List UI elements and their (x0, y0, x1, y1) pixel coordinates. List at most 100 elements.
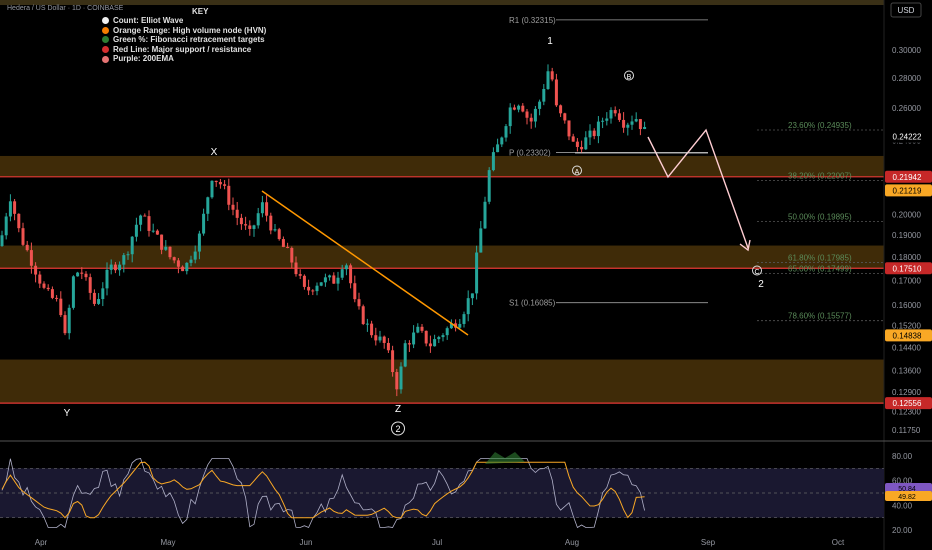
time-axis-label: May (160, 538, 175, 547)
candle-body (428, 343, 432, 347)
candle-body (403, 343, 407, 367)
legend-item: Count: Elliot Wave (102, 16, 266, 26)
candle-body (206, 197, 210, 214)
hvn-zone (0, 245, 884, 269)
rsi-badge-label: 49.82 (898, 494, 916, 501)
fib-level-label: 50.00% (0.19895) (788, 213, 852, 222)
candle-body (160, 234, 164, 250)
candle-body (601, 120, 605, 122)
candle-body (470, 293, 474, 299)
candle-body (298, 274, 302, 276)
price-tick-label: 0.19000 (892, 231, 921, 240)
candle-body (307, 286, 311, 291)
candle-body (223, 184, 227, 186)
candle-body (134, 224, 138, 237)
candle-body (424, 330, 428, 344)
wave-circle-icon (391, 421, 405, 436)
price-tick-label: 0.20000 (892, 210, 921, 219)
wave-label: Y (64, 408, 71, 419)
candle-body (273, 229, 277, 231)
candle-body (189, 259, 193, 263)
rsi-band (0, 468, 884, 518)
candle-body (613, 110, 617, 114)
price-badge (885, 397, 932, 410)
candle-body (13, 201, 17, 214)
candle-body (277, 229, 281, 240)
candle-body (550, 71, 554, 80)
candle-body (265, 202, 269, 216)
candle-body (529, 117, 533, 122)
candle-body (92, 292, 96, 304)
wave-label: 2 (395, 424, 400, 434)
candle-body (46, 287, 50, 290)
candle-body (76, 272, 80, 277)
time-axis-label: Apr (35, 538, 48, 547)
candle-body (517, 105, 521, 110)
legend-item: Green %: Fibonacci retracement targets (102, 35, 266, 45)
candle-body (168, 246, 172, 258)
candle-body (378, 336, 382, 341)
legend-dot-icon (102, 46, 109, 54)
candle-body (395, 372, 399, 390)
candle-body (181, 266, 185, 272)
candle-body (67, 307, 71, 334)
fib-level-label: 23.60% (0.24935) (788, 121, 852, 130)
candle-body (626, 124, 630, 128)
candle-body (332, 275, 336, 284)
candle-body (416, 326, 420, 333)
rsi-badge (885, 491, 932, 501)
candle-body (386, 342, 390, 351)
candle-body (357, 299, 361, 307)
price-tick-label: 0.16000 (892, 301, 921, 310)
price-badge (885, 184, 932, 197)
price-badge-label: 0.12556 (893, 399, 922, 408)
candle-body (571, 136, 575, 142)
price-badge-label: 0.21942 (893, 173, 922, 182)
time-axis-label: Jul (432, 538, 442, 547)
candle-body (248, 225, 252, 229)
candle-body (130, 236, 134, 255)
wave-label: X (211, 147, 218, 158)
candle-body (592, 130, 596, 137)
chart-key-legend: KEY Count: Elliot Wave Orange Range: Hig… (102, 7, 267, 64)
candle-body (575, 141, 579, 147)
candle-body (25, 244, 29, 251)
legend-item-label: Red Line: Major support / resistance (113, 44, 252, 54)
candle-body (462, 314, 466, 324)
candle-body (235, 209, 239, 218)
candle-body (596, 121, 600, 137)
fib-level-label: 78.60% (0.15577) (788, 312, 852, 321)
legend-item-label: Orange Range: High volume node (HVN) (113, 25, 267, 35)
candle-body (407, 343, 411, 345)
rsi-tick-label: 40.00 (892, 501, 913, 510)
wave-circle-icon (624, 70, 634, 81)
pivot-label: R1 (0.32315) (509, 16, 556, 25)
candle-body (55, 297, 59, 299)
candle-body (260, 202, 264, 214)
candle-body (643, 126, 647, 130)
candle-body (420, 326, 424, 331)
price-badge-label: 0.14838 (893, 331, 922, 340)
price-badge-label: 0.21219 (893, 186, 922, 195)
legend-dot-icon (102, 26, 109, 34)
price-badge-label: 0.24222 (893, 133, 922, 142)
candle-body (172, 257, 176, 261)
candle-body (445, 328, 449, 336)
price-badge-label: 0.17510 (893, 264, 922, 273)
rsi-tick-label: 60.00 (892, 477, 913, 486)
candle-body (504, 126, 508, 138)
rsi-badge-label: 50.84 (898, 486, 916, 493)
rsi-line (1, 458, 645, 529)
candle-body (500, 137, 504, 145)
candle-body (8, 201, 12, 217)
candle-body (210, 180, 214, 198)
wave-label: 2 (758, 279, 764, 290)
wave-label: A (575, 169, 580, 176)
legend-item-label: Purple: 200EMA (113, 54, 174, 64)
candle-body (34, 265, 38, 275)
candle-body (252, 225, 256, 229)
price-badge (885, 329, 932, 342)
candle-body (4, 216, 8, 236)
